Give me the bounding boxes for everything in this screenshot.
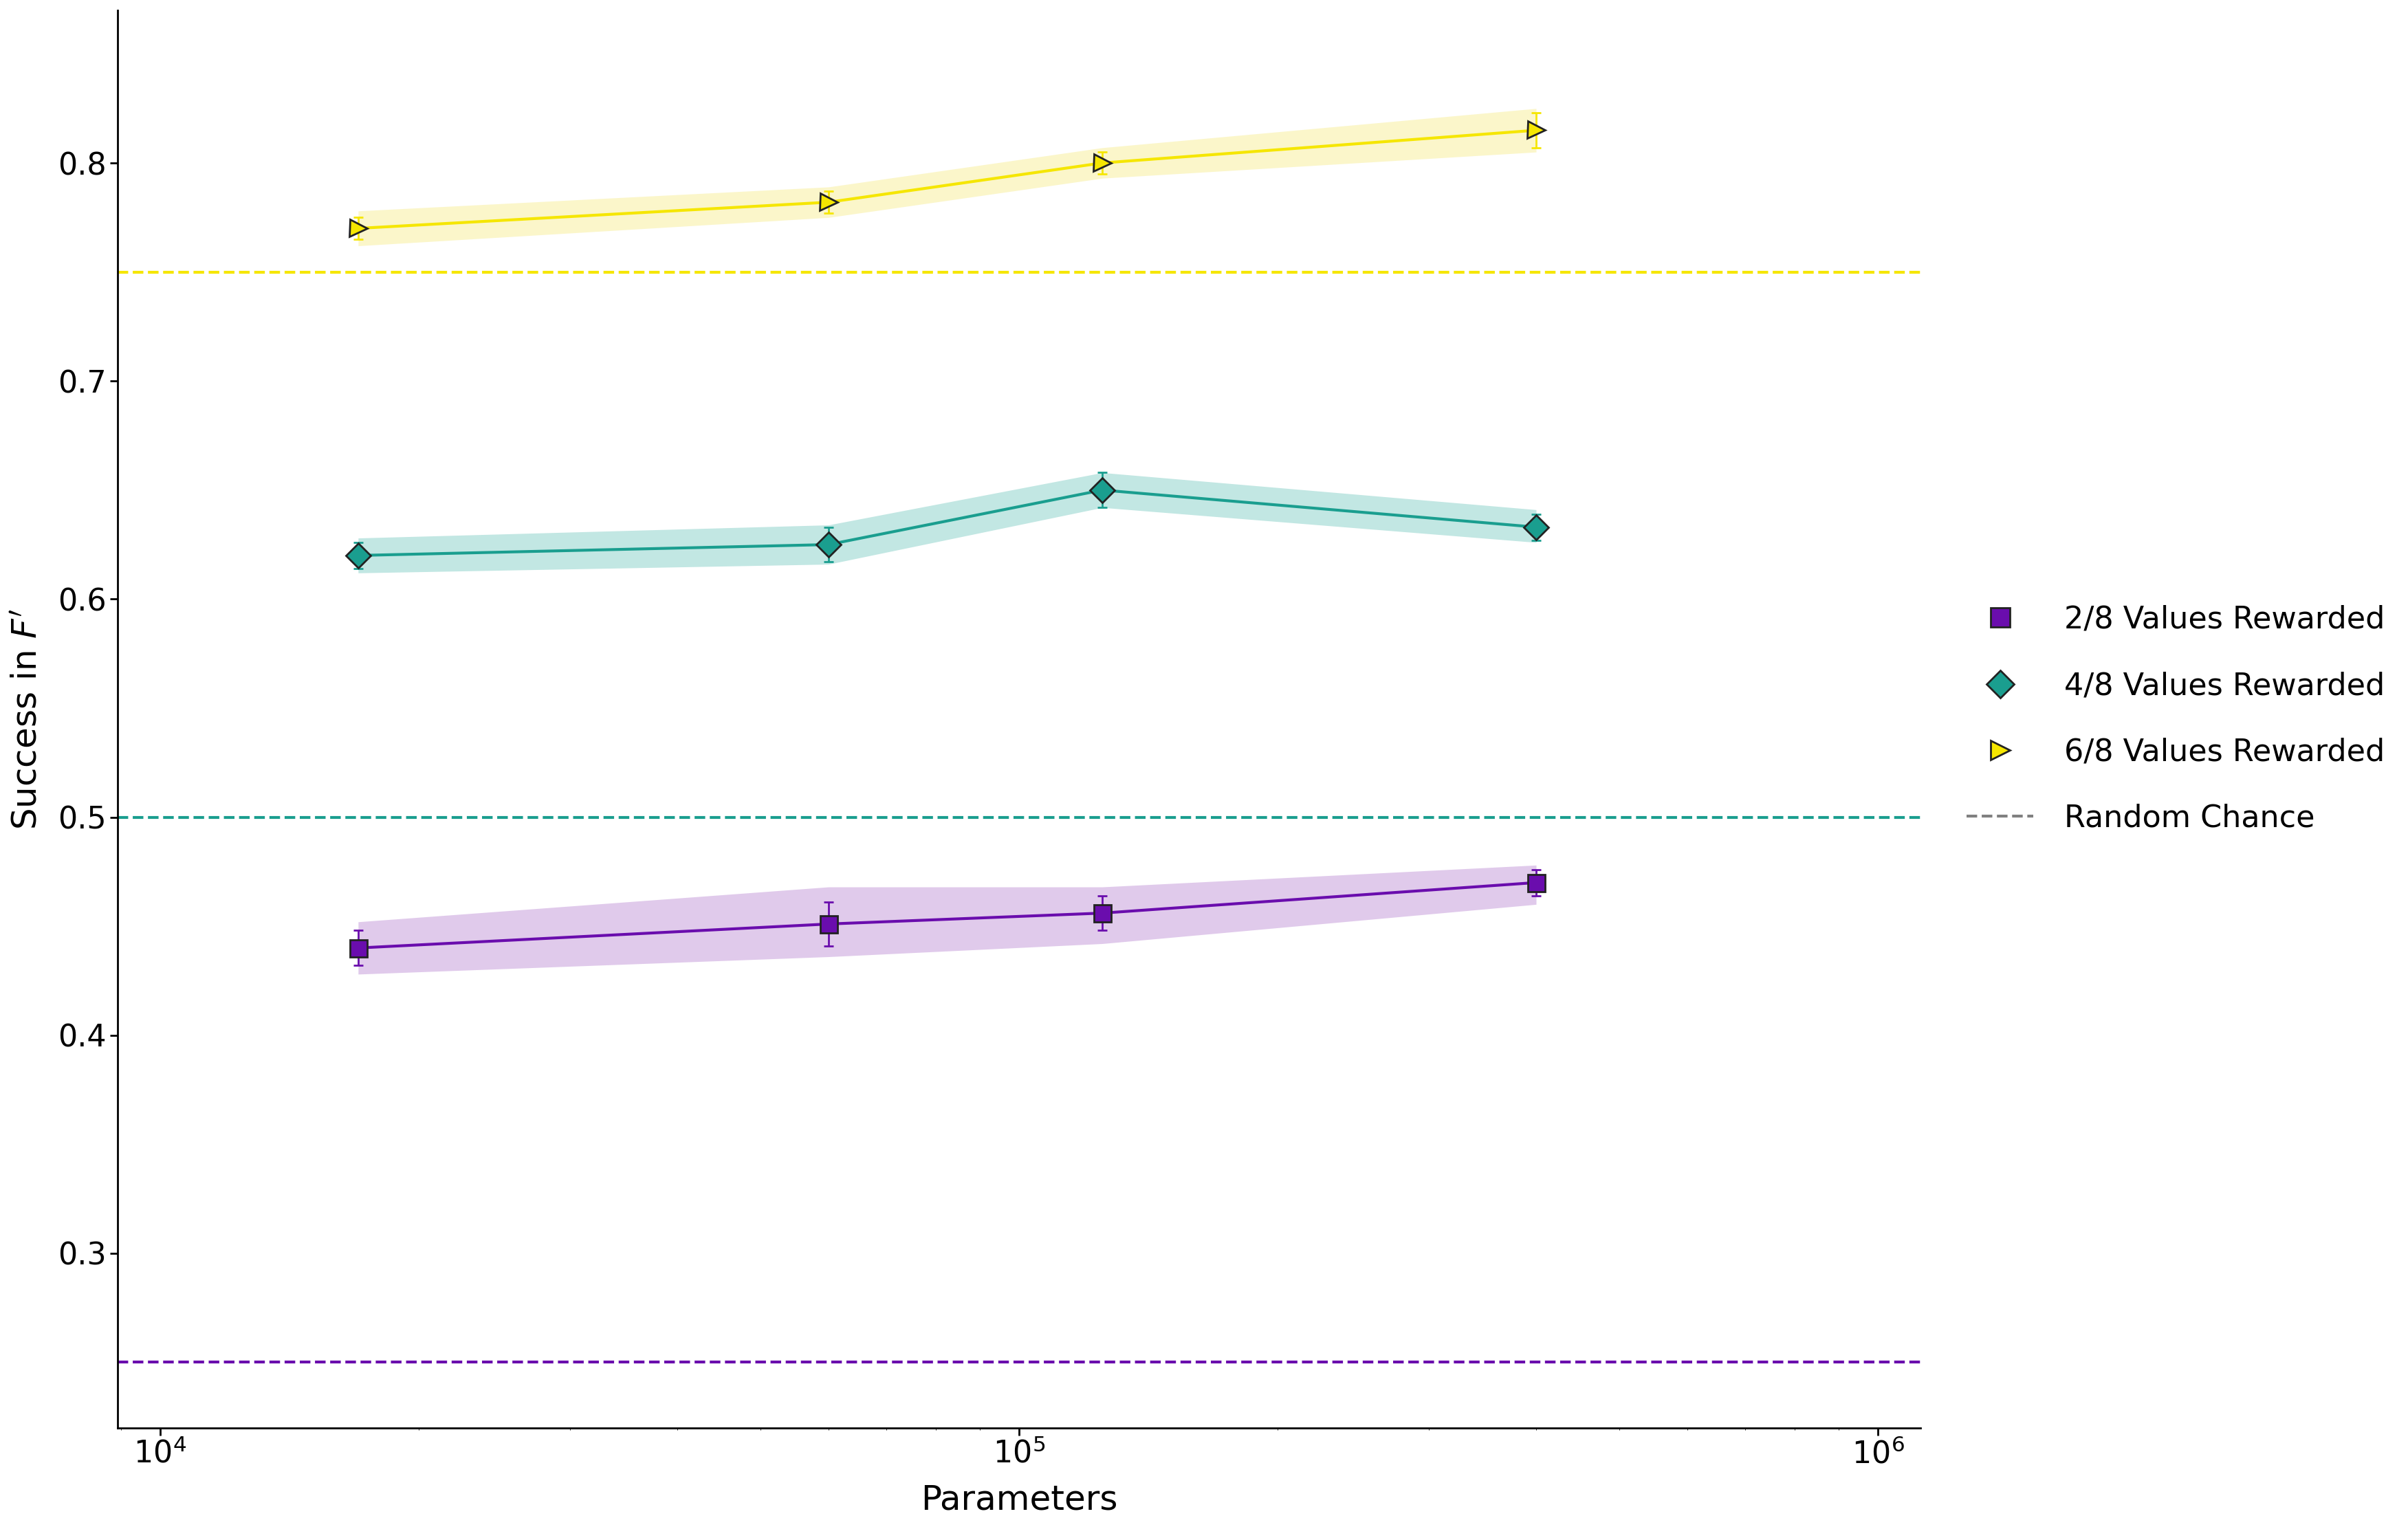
- X-axis label: Parameters: Parameters: [920, 1484, 1117, 1516]
- Legend: 2/8 Values Rewarded, 4/8 Values Rewarded, 6/8 Values Rewarded, Random Chance: 2/8 Values Rewarded, 4/8 Values Rewarded…: [1955, 592, 2396, 846]
- Y-axis label: Success in $F'$: Success in $F'$: [10, 608, 43, 829]
